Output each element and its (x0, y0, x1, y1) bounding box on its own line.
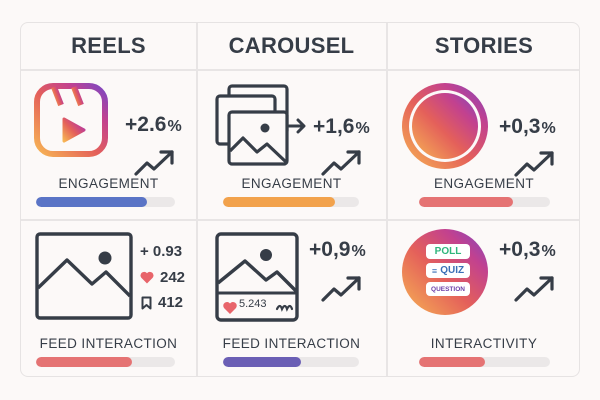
column-divider (386, 23, 388, 376)
progress-fill (419, 357, 485, 367)
metric-label: ENGAGEMENT (433, 176, 534, 191)
row-divider (21, 219, 579, 221)
stat-likes: 242 (140, 269, 185, 286)
change-percent: +0,9% (309, 238, 366, 261)
post-image-icon (215, 232, 299, 322)
sticker-poll: POLL (426, 244, 470, 259)
reels-icon (34, 83, 108, 157)
stats-card: REELS CAROUSEL STORIES +2.6% ENGAGEMENT (20, 22, 580, 377)
progress-bar (223, 197, 359, 207)
progress-fill (36, 197, 148, 207)
metric-label: ENGAGEMENT (58, 176, 159, 191)
header-divider (21, 69, 579, 71)
trend-up-icon (514, 276, 554, 302)
metric-label: ENGAGEMENT (241, 176, 342, 191)
post-likes-count: 5.243 (239, 298, 267, 310)
reels-feed-cell: + 0.93 242 412 FEED INTERACTION (21, 220, 196, 378)
metric-label: INTERACTIVITY (430, 336, 538, 351)
trend-up-icon (321, 150, 361, 176)
column-title-reels: REELS (71, 33, 146, 58)
metric-label: FEED INTERACTION (39, 336, 178, 351)
reels-engagement-cell: +2.6% ENGAGEMENT (21, 70, 196, 219)
carousel-feed-cell: 5.243 +0,9% FEED INTERACTION (197, 220, 386, 378)
bookmark-icon (141, 296, 152, 309)
carousel-icon (215, 84, 306, 166)
progress-bar (36, 197, 175, 207)
progress-fill (223, 197, 335, 207)
progress-fill (36, 357, 132, 367)
column-title-carousel: CAROUSEL (228, 33, 355, 58)
trend-up-icon (321, 276, 361, 302)
progress-bar (419, 197, 550, 207)
stories-engagement-cell: +0,3% ENGAGEMENT (387, 70, 581, 219)
image-icon (35, 232, 133, 320)
sticker-quiz: ≡ QUIZ (426, 263, 470, 278)
progress-fill (419, 197, 514, 207)
trend-up-icon (514, 151, 554, 177)
carousel-engagement-cell: +1,6% ENGAGEMENT (197, 70, 386, 219)
list-icon: ≡ (431, 265, 438, 276)
trend-up-icon (134, 150, 174, 176)
progress-bar (36, 357, 175, 367)
stat-change: + 0.93 (140, 243, 183, 260)
sticker-question: QUESTION (426, 282, 470, 296)
story-ring-icon (402, 83, 488, 169)
column-title-stories: STORIES (434, 33, 534, 58)
change-percent: +2.6% (125, 113, 182, 136)
stories-interactivity-cell: POLL ≡ QUIZ QUESTION +0,3% INTERACTIVITY (387, 220, 581, 378)
column-divider (196, 23, 198, 376)
progress-fill (223, 357, 301, 367)
change-percent: +0,3% (499, 115, 556, 138)
change-percent: +1,6% (313, 115, 370, 138)
heart-icon (140, 271, 154, 284)
metric-label: FEED INTERACTION (222, 336, 361, 351)
progress-bar (419, 357, 550, 367)
stat-saves: 412 (141, 294, 183, 311)
progress-bar (223, 357, 359, 367)
change-percent: +0,3% (499, 238, 556, 261)
